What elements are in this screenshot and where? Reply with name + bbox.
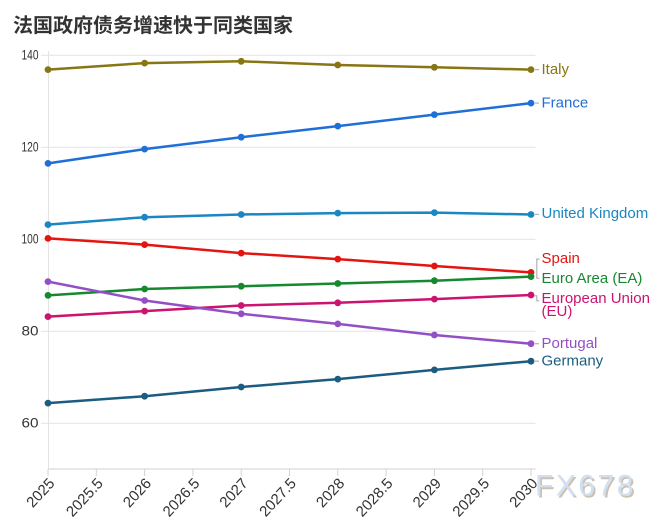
- svg-text:Spain: Spain: [542, 250, 580, 267]
- svg-text:United Kingdom: United Kingdom: [542, 205, 649, 222]
- svg-text:120: 120: [22, 139, 39, 154]
- svg-text:100: 100: [22, 231, 39, 246]
- svg-text:(EU): (EU): [542, 303, 573, 320]
- svg-text:Portugal: Portugal: [542, 335, 598, 352]
- svg-text:European Union: European Union: [542, 290, 650, 307]
- svg-text:Euro Area (EA): Euro Area (EA): [542, 270, 643, 287]
- svg-text:60: 60: [22, 415, 39, 430]
- svg-text:Italy: Italy: [542, 61, 570, 78]
- svg-text:FX678: FX678: [537, 471, 638, 504]
- svg-text:France: France: [542, 94, 589, 111]
- svg-text:Germany: Germany: [542, 353, 604, 370]
- svg-text:FX678: FX678: [535, 469, 636, 502]
- svg-text:140: 140: [22, 47, 39, 62]
- svg-text:80: 80: [22, 323, 39, 338]
